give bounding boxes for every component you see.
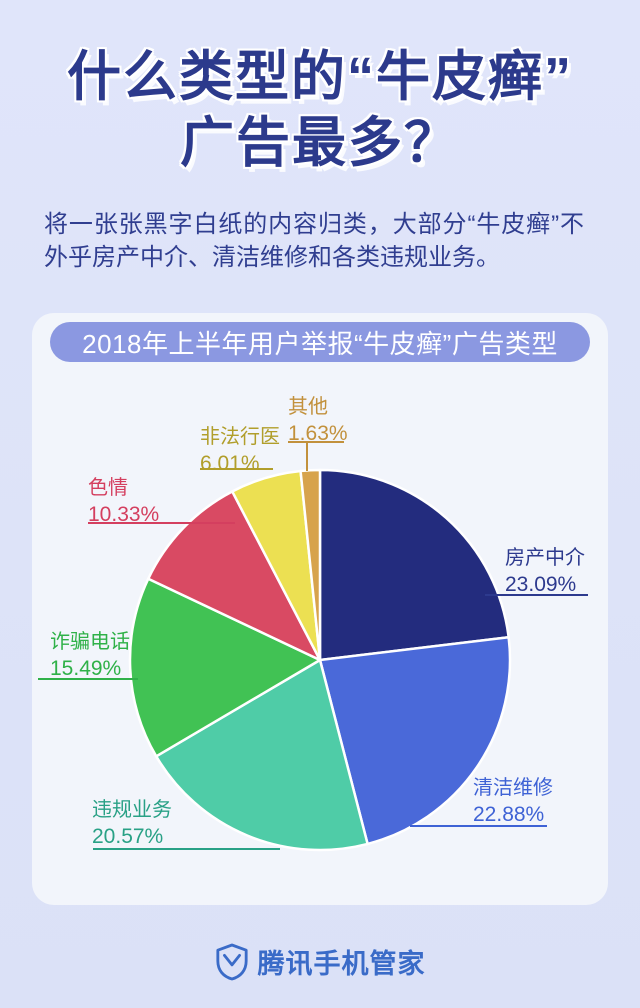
pie-label-value: 1.63% (288, 422, 348, 445)
leader-line-feifa (200, 468, 273, 470)
leader-line-fangchan (485, 594, 588, 596)
pie-label-value: 22.88% (473, 803, 545, 826)
pie-label-qita: 其他 1.63% (288, 395, 348, 446)
pie-chart (128, 468, 512, 852)
pie-label-zhapian: 诈骗电话 15.49% (50, 630, 130, 681)
pie-slice-3 (154, 658, 369, 852)
pie-label-value: 10.33% (88, 503, 160, 526)
poster-title: 什么类型的“牛皮癣” 广告最多？ (0, 44, 640, 176)
pie-label-name: 非法行医 (200, 426, 280, 448)
footer-brand-text: 腾讯手机管家 (257, 949, 426, 979)
leader-tick-qita (306, 441, 308, 471)
pie-label-qingjie: 清洁维修 22.88% (473, 776, 553, 827)
pie-label-name: 其他 (288, 396, 328, 418)
pie-label-name: 诈骗电话 (50, 631, 130, 653)
pie-slice-4 (128, 577, 322, 758)
pie-label-weigui: 违规业务 20.57% (92, 798, 172, 849)
pie-label-value: 20.57% (92, 825, 164, 848)
leader-line-zhapian (38, 678, 138, 680)
pie-label-name: 清洁维修 (473, 777, 553, 799)
pie-label-fangchan: 房产中介 23.09% (505, 546, 585, 597)
pie-label-name: 色情 (88, 477, 128, 499)
shield-logo-icon (215, 943, 248, 980)
chart-title-pill: 2018年上半年用户举报“牛皮癣”广告类型 (50, 322, 590, 362)
poster-subtitle: 将一张张黑字白纸的内容归类，大部分“牛皮癣”不外乎房产中介、清洁维修和各类违规业… (44, 211, 584, 271)
pie-label-value: 15.49% (50, 657, 122, 680)
leader-line-seqing (88, 522, 235, 524)
pie-slice-7 (299, 468, 322, 662)
leader-line-weigui (93, 848, 280, 850)
pie-slice-2 (318, 636, 512, 846)
pie-label-name: 房产中介 (505, 547, 585, 569)
pie-label-value: 6.01% (200, 452, 260, 475)
pie-label-value: 23.09% (505, 573, 577, 596)
leader-line-qingjie (410, 825, 547, 827)
footer-brand-row: 腾讯手机管家 (0, 942, 640, 981)
pie-slice-1 (318, 468, 510, 662)
leader-line-qita (288, 441, 344, 443)
poster-title-line1: 什么类型的“牛皮癣” (67, 47, 573, 107)
chart-card: 2018年上半年用户举报“牛皮癣”广告类型 房产中介 23.09% 清洁维修 2… (32, 313, 608, 905)
pie-slice-5 (146, 490, 322, 662)
poster-title-line2: 广告最多？ (180, 113, 460, 173)
pie-label-seqing: 色情 10.33% (88, 476, 159, 527)
pie-label-name: 违规业务 (92, 799, 172, 821)
